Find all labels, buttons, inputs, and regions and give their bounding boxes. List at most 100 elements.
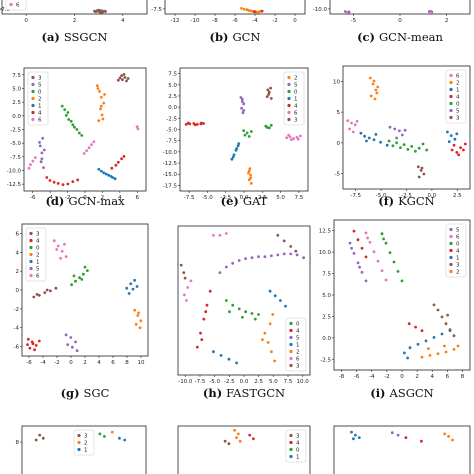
point-class-4 (462, 148, 465, 152)
point-class-2 (103, 93, 106, 96)
y-tick-label: -12.5 (7, 182, 22, 188)
point-class-2 (376, 85, 380, 89)
legend-marker (287, 82, 291, 87)
x-tick-label: -4 (252, 18, 258, 24)
x-tick-label: -2.5 (401, 193, 412, 199)
x-tick-label: 8 (461, 374, 465, 380)
point-class-5 (350, 246, 353, 250)
point-class-2 (100, 113, 104, 117)
x-tick-label: -6 (354, 374, 360, 380)
point-class-2 (374, 88, 378, 92)
x-tick-label: -5.0 (202, 195, 213, 201)
legend-label: 2 (36, 253, 40, 259)
point-class-4 (200, 338, 204, 341)
point-class-2 (101, 117, 105, 121)
point-class-3 (416, 165, 420, 169)
point-class-1 (446, 130, 449, 134)
point-class-2 (98, 90, 101, 93)
point-class-3 (422, 172, 426, 176)
point-class-4 (420, 329, 424, 332)
point-class-1 (236, 144, 240, 148)
point-class-5 (398, 129, 401, 133)
legend-label: 5 (16, 0, 20, 2)
legend-marker (449, 248, 453, 253)
point-class-1 (237, 142, 241, 146)
legend-label: 2 (456, 81, 460, 87)
point-class-2 (233, 428, 237, 432)
caption-label: (g) (61, 386, 84, 400)
point-class-4 (56, 182, 60, 185)
point-class-1 (131, 287, 135, 291)
point-class-4 (184, 123, 188, 126)
legend-marker (449, 101, 453, 106)
legend-marker (289, 342, 293, 347)
point-class-5 (39, 160, 43, 164)
caption-3: (d) GCN-max (45, 194, 125, 208)
legend-marker (449, 73, 453, 78)
legend-marker (29, 245, 33, 250)
point-class-6 (59, 256, 62, 260)
legend-marker (31, 103, 35, 108)
caption-text: FASTGCN (226, 386, 285, 400)
y-tick-label: 2.5 (322, 314, 331, 320)
point-class-5 (352, 252, 356, 255)
point-class-4 (45, 176, 49, 179)
plot-frame (177, 425, 311, 474)
point-class-3 (266, 88, 270, 92)
point-class-2 (240, 6, 243, 10)
legend-marker (449, 227, 453, 232)
point-class-2 (427, 347, 430, 350)
point-class-1 (99, 169, 103, 173)
y-tick-label: -10.0 (313, 7, 328, 13)
point-class-0 (417, 146, 421, 150)
point-class-0 (421, 142, 425, 146)
point-class-4 (202, 317, 206, 321)
point-class-2 (456, 344, 460, 348)
point-class-6 (292, 137, 295, 141)
point-class-3 (265, 95, 269, 98)
x-tick-label: -6 (232, 18, 238, 24)
x-tick-label: 5.0 (276, 195, 285, 201)
point-class-3 (38, 433, 42, 437)
point-class-6 (34, 156, 37, 160)
x-tick-label: -4 (47, 195, 53, 201)
caption-label: (a) (42, 30, 64, 44)
point-class-2 (273, 359, 276, 363)
x-tick-label: -5.0 (209, 379, 220, 385)
legend-marker (289, 447, 293, 452)
legend-marker (77, 433, 81, 438)
point-class-1 (219, 354, 223, 357)
point-class-5 (40, 151, 44, 155)
caption-text: SSGCN (64, 30, 108, 44)
x-tick-label: -10.0 (178, 379, 193, 385)
x-tick-label: -4 (369, 374, 375, 380)
point-class-6 (136, 127, 140, 131)
legend-label: 3 (36, 232, 40, 238)
point-class-2 (447, 435, 450, 438)
point-class-3 (282, 239, 286, 243)
legend-marker (9, 2, 13, 7)
x-tick-label: 0 (293, 18, 297, 24)
point-class-3 (93, 9, 96, 13)
point-class-0 (391, 144, 395, 148)
x-tick-label: 4 (430, 374, 434, 380)
point-class-1 (424, 339, 428, 343)
scatter-points (26, 239, 143, 353)
legend: 156 (5, 0, 27, 11)
point-class-1 (449, 134, 453, 138)
point-class-5 (74, 340, 77, 344)
point-class-5 (393, 127, 397, 131)
point-class-6 (135, 125, 139, 128)
legend-marker (289, 321, 293, 326)
point-class-2 (444, 350, 448, 354)
point-class-3 (37, 293, 41, 297)
point-class-5 (295, 253, 299, 257)
legend-label: 4 (456, 95, 460, 101)
point-class-2 (99, 95, 103, 99)
y-tick-label: -10.0 (7, 169, 22, 175)
y-tick-label: 5.0 (168, 83, 177, 89)
point-class-1 (133, 278, 137, 282)
legend-box (285, 429, 307, 463)
point-class-6 (384, 278, 388, 282)
